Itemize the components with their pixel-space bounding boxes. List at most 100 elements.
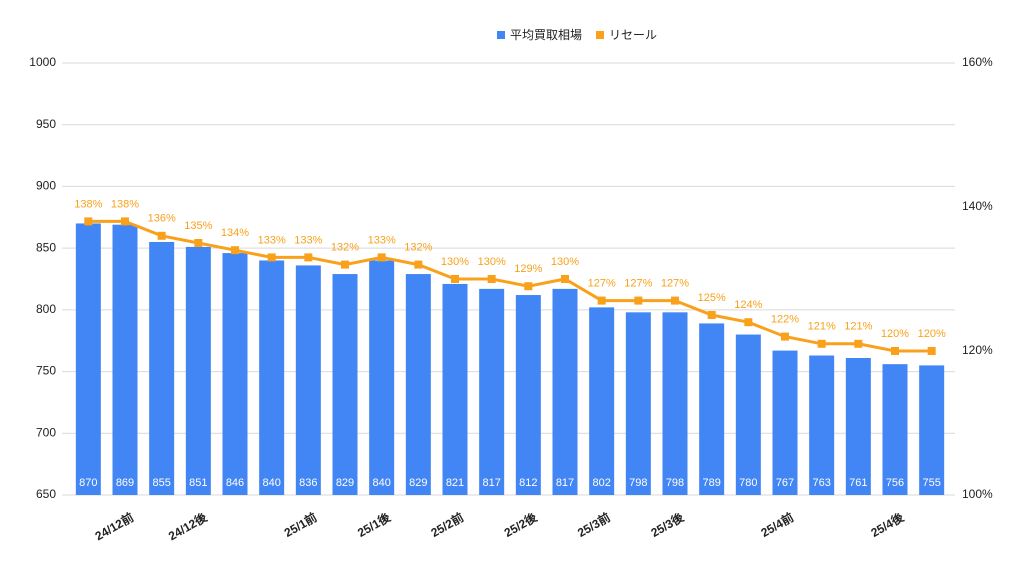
bar-value-label: 761 <box>849 477 867 489</box>
y-tick-label: 900 <box>36 179 56 193</box>
bar <box>845 357 871 495</box>
y2-tick-label: 160% <box>962 55 993 69</box>
legend-label: リセール <box>609 28 657 42</box>
line-point <box>194 239 203 247</box>
line-point <box>561 275 569 283</box>
y2-tick-label: 100% <box>962 487 993 501</box>
bar-value-label: 829 <box>409 477 427 489</box>
bar-value-label: 829 <box>336 477 354 489</box>
line-point <box>451 275 459 283</box>
bar-value-label: 870 <box>79 477 97 489</box>
line-point <box>304 253 313 262</box>
line-value-label: 133% <box>368 234 396 246</box>
bar <box>222 253 248 495</box>
line-point <box>744 318 753 327</box>
bar-value-label: 755 <box>922 477 940 489</box>
bar <box>625 312 651 495</box>
y-tick-label: 1000 <box>29 55 56 69</box>
bar-value-label: 756 <box>886 477 904 489</box>
bar <box>369 260 395 495</box>
y-tick-label: 800 <box>36 302 56 316</box>
line-value-label: 127% <box>661 278 689 290</box>
bar <box>735 334 761 495</box>
bar-value-label: 840 <box>372 477 390 489</box>
bar <box>405 274 431 495</box>
y-tick-label: 750 <box>36 364 56 378</box>
line-value-label: 120% <box>881 328 909 340</box>
bar <box>699 323 725 495</box>
x-tick-label: 25/2前 <box>428 509 466 540</box>
x-tick-label: 25/3前 <box>575 509 613 540</box>
line-value-label: 124% <box>734 299 762 311</box>
y-tick-label: 950 <box>36 117 56 131</box>
line-value-label: 120% <box>918 328 946 340</box>
line-value-label: 138% <box>74 198 102 210</box>
bar <box>662 312 688 495</box>
bar <box>809 355 835 495</box>
line-value-label: 125% <box>698 292 726 304</box>
legend-swatch <box>596 31 605 39</box>
line-point <box>414 260 423 269</box>
x-tick-label: 25/1後 <box>355 509 394 540</box>
bar-value-label: 798 <box>629 477 647 489</box>
bar <box>149 241 175 495</box>
bar <box>295 265 321 495</box>
bar-value-label: 840 <box>262 477 280 489</box>
line-value-label: 136% <box>148 213 176 225</box>
line-value-label: 135% <box>184 220 212 232</box>
bar <box>442 283 468 495</box>
bar-value-label: 789 <box>702 477 720 489</box>
line-value-label: 130% <box>551 256 579 268</box>
line-point <box>84 217 93 226</box>
line-point <box>231 246 239 255</box>
bar-value-label: 802 <box>592 477 610 489</box>
line-value-label: 121% <box>808 321 836 333</box>
bar-value-label: 836 <box>299 477 317 489</box>
bar-value-label: 817 <box>556 477 574 489</box>
x-tick-label: 25/1前 <box>281 509 319 540</box>
line-point <box>341 260 349 269</box>
bar-value-label: 763 <box>812 477 830 489</box>
bar <box>112 224 138 496</box>
bar <box>919 365 945 495</box>
line-point <box>927 347 936 355</box>
line-value-label: 121% <box>844 321 872 333</box>
bar-value-label: 846 <box>226 477 244 489</box>
line-point <box>524 282 533 291</box>
bar <box>479 288 505 495</box>
y2-tick-label: 140% <box>962 199 993 213</box>
bar-value-label: 821 <box>446 477 464 489</box>
line-value-label: 132% <box>404 242 432 254</box>
y-tick-label: 650 <box>36 487 56 501</box>
y-tick-label: 850 <box>36 240 56 254</box>
line-value-label: 138% <box>111 198 139 210</box>
line <box>88 219 932 353</box>
bar-value-label: 812 <box>519 477 537 489</box>
bar-value-label: 855 <box>152 477 170 489</box>
line-point <box>671 296 679 305</box>
line-value-label: 127% <box>624 278 652 290</box>
bar-value-label: 869 <box>116 477 134 489</box>
line-point <box>597 296 606 305</box>
x-tick-label: 24/12前 <box>92 509 136 543</box>
bar <box>552 288 578 495</box>
line-value-label: 130% <box>478 256 506 268</box>
line-point <box>707 311 716 319</box>
line-point <box>121 217 129 226</box>
line-value-label: 133% <box>258 234 286 246</box>
line-point <box>854 339 863 348</box>
line-point <box>487 275 496 283</box>
line-point <box>377 253 386 262</box>
line-point <box>817 339 826 348</box>
bar <box>515 295 541 495</box>
line-point <box>267 253 276 262</box>
bar-value-label: 817 <box>482 477 500 489</box>
bar-value-label: 798 <box>666 477 684 489</box>
bar-value-label: 767 <box>776 477 794 489</box>
line-point <box>891 347 899 355</box>
line-value-label: 127% <box>588 278 616 290</box>
line-value-label: 122% <box>771 314 799 326</box>
x-tick-label: 25/3後 <box>648 509 687 540</box>
y2-tick-label: 120% <box>962 343 993 357</box>
line-point <box>157 231 166 240</box>
